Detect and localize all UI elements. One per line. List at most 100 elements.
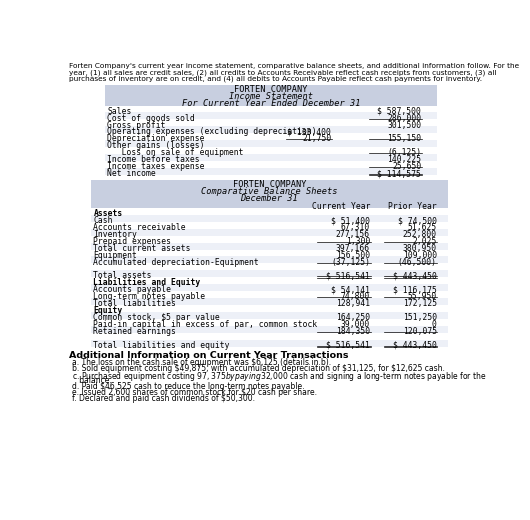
Bar bbox=[91, 208, 447, 215]
Text: $ 516,541: $ 516,541 bbox=[326, 341, 370, 350]
Text: Income Statement: Income Statement bbox=[229, 92, 313, 101]
Text: 277,156: 277,156 bbox=[336, 230, 370, 239]
Bar bbox=[91, 284, 447, 291]
Text: Net income: Net income bbox=[107, 169, 156, 178]
Bar bbox=[91, 236, 447, 242]
Bar bbox=[91, 333, 447, 340]
Text: 2,025: 2,025 bbox=[412, 237, 437, 246]
Text: Prior Year: Prior Year bbox=[388, 202, 437, 211]
Text: $ 51,400: $ 51,400 bbox=[331, 216, 370, 225]
Text: Total liabilities and equity: Total liabilities and equity bbox=[93, 341, 230, 350]
Text: 164,250: 164,250 bbox=[336, 313, 370, 322]
Text: 128,941: 128,941 bbox=[336, 299, 370, 308]
Text: For Current Year Ended December 31: For Current Year Ended December 31 bbox=[182, 99, 360, 108]
Text: Depreciation expense: Depreciation expense bbox=[107, 134, 205, 144]
Text: Equipment: Equipment bbox=[93, 251, 137, 259]
Bar bbox=[105, 106, 437, 112]
Bar bbox=[91, 319, 447, 326]
Text: Accumulated depreciation-Equipment: Accumulated depreciation-Equipment bbox=[93, 257, 259, 267]
Text: (6,125): (6,125) bbox=[387, 148, 421, 157]
Bar bbox=[91, 222, 447, 229]
Text: $ 54,141: $ 54,141 bbox=[331, 285, 370, 294]
Text: 109,000: 109,000 bbox=[403, 251, 437, 259]
Text: $ 116,175: $ 116,175 bbox=[393, 285, 437, 294]
Text: d. Paid $46,525 cash to reduce the long-term notes payable.: d. Paid $46,525 cash to reduce the long-… bbox=[73, 382, 305, 391]
Text: Accounts receivable: Accounts receivable bbox=[93, 223, 186, 232]
Bar bbox=[105, 168, 437, 175]
Bar bbox=[91, 298, 447, 305]
Text: e. Issued 2,600 shares of common stock for $20 cash per share.: e. Issued 2,600 shares of common stock f… bbox=[73, 388, 317, 397]
Text: 156,500: 156,500 bbox=[336, 251, 370, 259]
Bar bbox=[105, 154, 437, 161]
Text: c. Purchased equipment costing $97,375 by paying $32,000 cash and signing a long: c. Purchased equipment costing $97,375 b… bbox=[73, 370, 487, 383]
Bar bbox=[91, 215, 447, 222]
Text: 286,000: 286,000 bbox=[387, 113, 421, 123]
Text: f. Declared and paid cash dividends of $50,300.: f. Declared and paid cash dividends of $… bbox=[73, 394, 255, 403]
Bar bbox=[105, 120, 437, 126]
Text: Loss on sale of equipment: Loss on sale of equipment bbox=[107, 148, 244, 157]
Text: Liabilities and Equity: Liabilities and Equity bbox=[93, 278, 201, 288]
Text: Cash: Cash bbox=[93, 216, 113, 225]
Bar bbox=[105, 161, 437, 168]
Bar bbox=[91, 277, 447, 284]
Text: 155,150: 155,150 bbox=[387, 134, 421, 144]
Text: 74,800: 74,800 bbox=[341, 292, 370, 301]
Text: a. The loss on the cash sale of equipment was $6,125 (details in b).: a. The loss on the cash sale of equipmen… bbox=[73, 358, 332, 367]
Text: (46,500): (46,500) bbox=[398, 257, 437, 267]
Text: 151,250: 151,250 bbox=[403, 313, 437, 322]
Text: Current Year: Current Year bbox=[312, 202, 370, 211]
Text: year, (1) all sales are credit sales, (2) all credits to Accounts Receivable ref: year, (1) all sales are credit sales, (2… bbox=[68, 69, 496, 76]
Text: (37,125): (37,125) bbox=[331, 257, 370, 267]
Bar bbox=[91, 256, 447, 263]
Text: Operating expenses (excluding depreciation): Operating expenses (excluding depreciati… bbox=[107, 127, 317, 136]
Text: FORTEN COMPANY: FORTEN COMPANY bbox=[234, 85, 307, 94]
Text: Paid-in capital in excess of par, common stock: Paid-in capital in excess of par, common… bbox=[93, 320, 317, 329]
Text: Prepaid expenses: Prepaid expenses bbox=[93, 237, 171, 246]
Text: $ 443,450: $ 443,450 bbox=[393, 341, 437, 350]
Text: FORTEN COMPANY: FORTEN COMPANY bbox=[233, 180, 306, 189]
Text: 301,500: 301,500 bbox=[387, 121, 421, 129]
Text: December 31: December 31 bbox=[241, 194, 298, 203]
Text: 39,000: 39,000 bbox=[341, 320, 370, 329]
Text: Retained earnings: Retained earnings bbox=[93, 327, 176, 336]
Text: 397,166: 397,166 bbox=[336, 244, 370, 253]
Bar bbox=[105, 147, 437, 154]
Bar bbox=[105, 133, 437, 140]
Text: Cost of goods sold: Cost of goods sold bbox=[107, 113, 195, 123]
Bar bbox=[91, 270, 447, 277]
Text: 172,125: 172,125 bbox=[403, 299, 437, 308]
Text: 140,225: 140,225 bbox=[387, 155, 421, 164]
Bar bbox=[91, 263, 447, 270]
Bar bbox=[91, 340, 447, 346]
Text: $ 74,500: $ 74,500 bbox=[398, 216, 437, 225]
Text: Total assets: Total assets bbox=[93, 271, 152, 280]
Bar bbox=[105, 126, 437, 133]
Text: 0: 0 bbox=[432, 320, 437, 329]
Text: 67,310: 67,310 bbox=[341, 223, 370, 232]
Bar bbox=[105, 140, 437, 147]
Text: Other gains (losses): Other gains (losses) bbox=[107, 141, 205, 150]
Bar bbox=[91, 250, 447, 256]
Bar bbox=[91, 305, 447, 312]
Text: 51,625: 51,625 bbox=[408, 223, 437, 232]
Bar bbox=[91, 242, 447, 250]
Text: purchases of inventory are on credit, and (4) all debits to Accounts Payable ref: purchases of inventory are on credit, an… bbox=[68, 75, 482, 82]
Text: 1,300: 1,300 bbox=[346, 237, 370, 246]
Text: Gross profit: Gross profit bbox=[107, 121, 166, 129]
Bar bbox=[91, 326, 447, 333]
Text: Sales: Sales bbox=[107, 107, 131, 115]
Text: 380,950: 380,950 bbox=[403, 244, 437, 253]
Text: Long-term notes payable: Long-term notes payable bbox=[93, 292, 206, 301]
Text: b. Sold equipment costing $49,875, with accumulated depreciation of $31,125, for: b. Sold equipment costing $49,875, with … bbox=[73, 364, 445, 373]
Text: 184,350: 184,350 bbox=[336, 327, 370, 336]
Text: 55,950: 55,950 bbox=[408, 292, 437, 301]
Bar bbox=[91, 180, 447, 208]
Text: Total current assets: Total current assets bbox=[93, 244, 191, 253]
Text: $ 133,400: $ 133,400 bbox=[287, 127, 331, 136]
Text: Comparative Balance Sheets: Comparative Balance Sheets bbox=[201, 187, 338, 196]
Text: Assets: Assets bbox=[93, 209, 122, 218]
Text: Income before taxes: Income before taxes bbox=[107, 155, 200, 164]
Bar bbox=[105, 112, 437, 120]
Text: Forten Company's current year income statement, comparative balance sheets, and : Forten Company's current year income sta… bbox=[68, 63, 519, 69]
Text: Income taxes expense: Income taxes expense bbox=[107, 162, 205, 171]
